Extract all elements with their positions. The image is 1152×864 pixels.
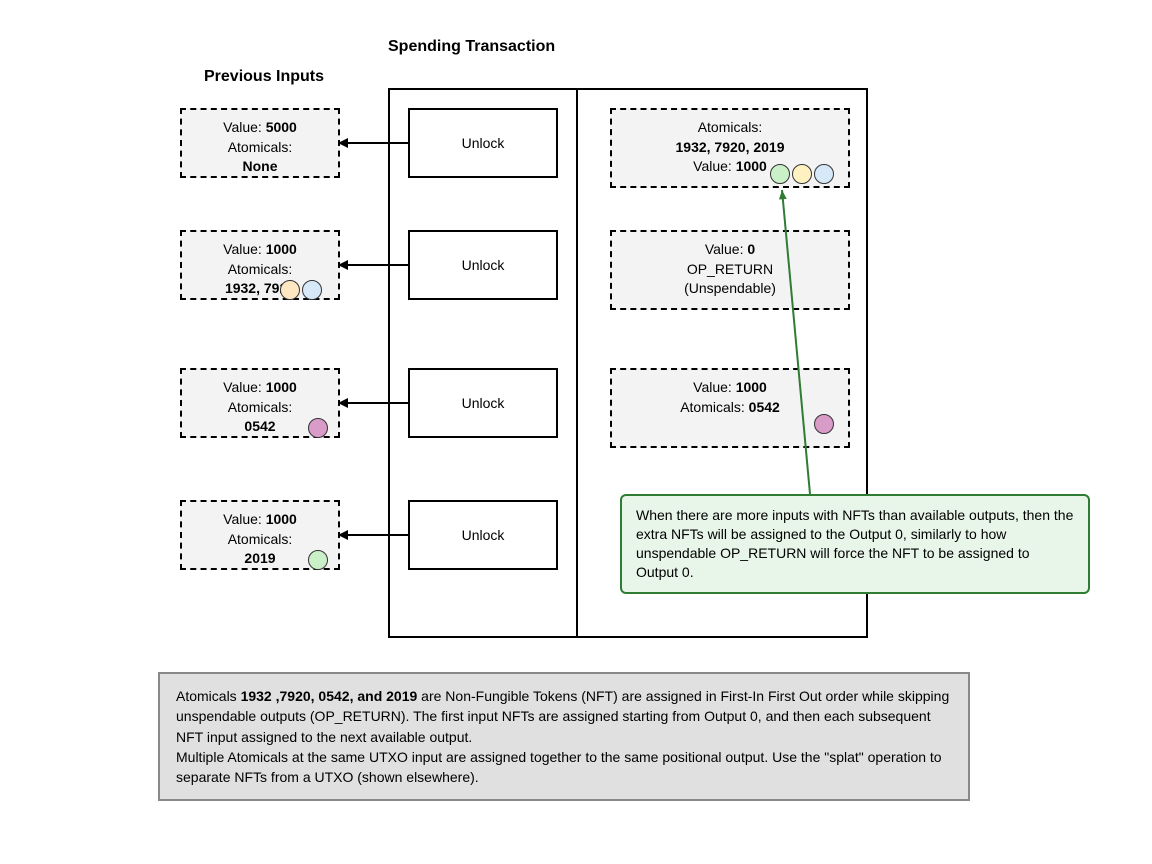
output-box: Value: 1000Atomicals: 0542 xyxy=(610,368,850,448)
arrow-head-icon xyxy=(338,260,348,270)
nft-circle xyxy=(280,280,300,300)
prev-inputs-title: Previous Inputs xyxy=(204,68,324,86)
arrow-line xyxy=(340,142,408,144)
unlock-box: Unlock xyxy=(408,368,558,438)
arrow-line xyxy=(340,264,408,266)
nft-circle xyxy=(770,164,790,184)
arrow-head-icon xyxy=(338,530,348,540)
nft-circle xyxy=(792,164,812,184)
arrow-line xyxy=(340,402,408,404)
nft-circle xyxy=(308,550,328,570)
spending-title: Spending Transaction xyxy=(388,38,555,56)
green-note: When there are more inputs with NFTs tha… xyxy=(620,494,1090,594)
nft-circle xyxy=(302,280,322,300)
unlock-box: Unlock xyxy=(408,230,558,300)
nft-circle xyxy=(308,418,328,438)
arrow-line xyxy=(340,534,408,536)
arrow-head-icon xyxy=(338,398,348,408)
container-divider xyxy=(576,88,578,638)
arrow-head-icon xyxy=(338,138,348,148)
output-box: Value: 0OP_RETURN(Unspendable) xyxy=(610,230,850,310)
nft-circle xyxy=(814,164,834,184)
input-box: Value: 5000Atomicals:None xyxy=(180,108,340,178)
gray-note: Atomicals 1932 ,7920, 0542, and 2019 are… xyxy=(158,672,970,801)
unlock-box: Unlock xyxy=(408,500,558,570)
unlock-box: Unlock xyxy=(408,108,558,178)
nft-circle xyxy=(814,414,834,434)
